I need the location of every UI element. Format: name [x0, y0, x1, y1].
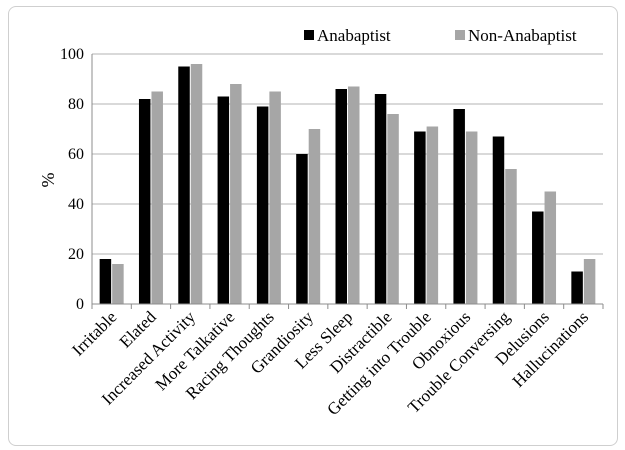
bar-anabaptist	[453, 109, 465, 304]
legend-label-anabaptist: Anabaptist	[317, 26, 391, 45]
bar-non-anabaptist	[583, 259, 596, 304]
gridlines	[92, 53, 603, 255]
y-tick-label: 20	[68, 246, 84, 263]
x-category-label: Irritable	[68, 307, 120, 359]
bar-non-anabaptist	[112, 264, 124, 304]
bar-anabaptist	[296, 154, 308, 304]
bar-anabaptist	[99, 259, 112, 304]
axes	[91, 54, 604, 309]
bar-non-anabaptist	[269, 91, 281, 304]
y-tick-label: 40	[68, 196, 84, 213]
bar-anabaptist	[532, 211, 544, 304]
bar-non-anabaptist	[544, 191, 557, 304]
bar-anabaptist	[374, 94, 387, 304]
y-tick-label: 0	[76, 296, 84, 313]
legend-swatch-non-anabaptist	[455, 30, 465, 40]
legend: Anabaptist Non-Anabaptist	[304, 26, 577, 45]
bar-non-anabaptist	[308, 129, 321, 304]
y-tick-label: 80	[68, 96, 84, 113]
bars	[99, 64, 596, 304]
bar-anabaptist	[217, 96, 230, 304]
bar-non-anabaptist	[465, 131, 478, 304]
bar-anabaptist	[414, 131, 426, 304]
legend-label-non-anabaptist: Non-Anabaptist	[468, 26, 577, 45]
y-axis-ticks: 0 20 40 60 80 100	[60, 46, 84, 313]
y-tick-label: 60	[68, 146, 84, 163]
bar-anabaptist	[138, 99, 151, 304]
bar-non-anabaptist	[348, 86, 360, 304]
bar-anabaptist	[178, 66, 190, 304]
bar-non-anabaptist	[230, 84, 242, 304]
bar-anabaptist	[335, 89, 347, 304]
bar-non-anabaptist	[505, 169, 517, 304]
bar-non-anabaptist	[190, 64, 203, 304]
legend-swatch-anabaptist	[304, 30, 314, 40]
bar-non-anabaptist	[387, 114, 399, 304]
bar-non-anabaptist	[151, 91, 163, 304]
bar-anabaptist	[492, 136, 505, 304]
y-tick-label: 100	[60, 46, 84, 63]
y-axis-title: %	[38, 173, 58, 188]
bar-anabaptist	[571, 271, 583, 304]
bar-non-anabaptist	[426, 126, 439, 304]
bar-anabaptist	[256, 106, 269, 304]
